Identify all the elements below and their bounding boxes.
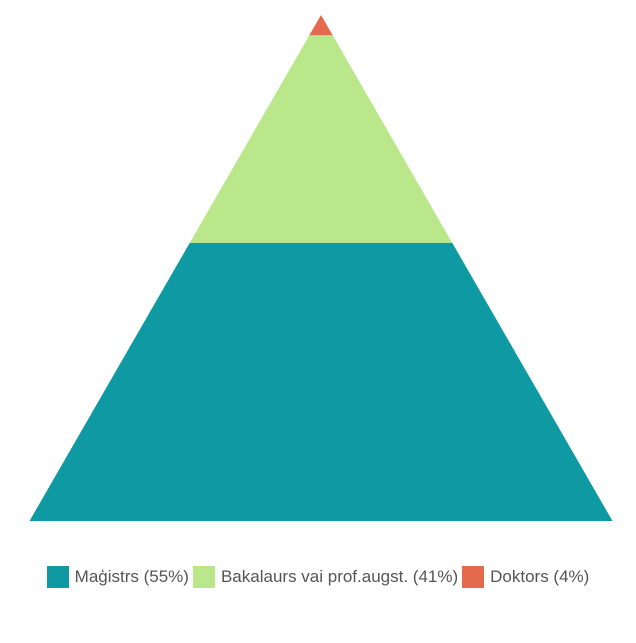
plot	[29, 15, 613, 521]
legend-item: Doktors (4%)	[462, 566, 589, 588]
legend: Maģistrs (55%) Bakalaurs vai prof.augst. …	[0, 566, 636, 588]
legend-label: Maģistrs (55%)	[74, 567, 189, 586]
legend-swatch	[462, 566, 485, 588]
pyramid-segment	[309, 15, 333, 36]
legend-swatch	[46, 566, 69, 588]
legend-label: Doktors (4%)	[490, 567, 590, 586]
legend-label: Bakalaurs vai prof.augst. (41%)	[220, 567, 459, 586]
legend-item: Maģistrs (55%)	[46, 566, 189, 588]
legend-item: Bakalaurs vai prof.augst. (41%)	[192, 566, 459, 588]
pyramid-segment	[29, 242, 613, 521]
pyramid-segment	[189, 35, 453, 243]
legend-swatch	[192, 566, 215, 588]
